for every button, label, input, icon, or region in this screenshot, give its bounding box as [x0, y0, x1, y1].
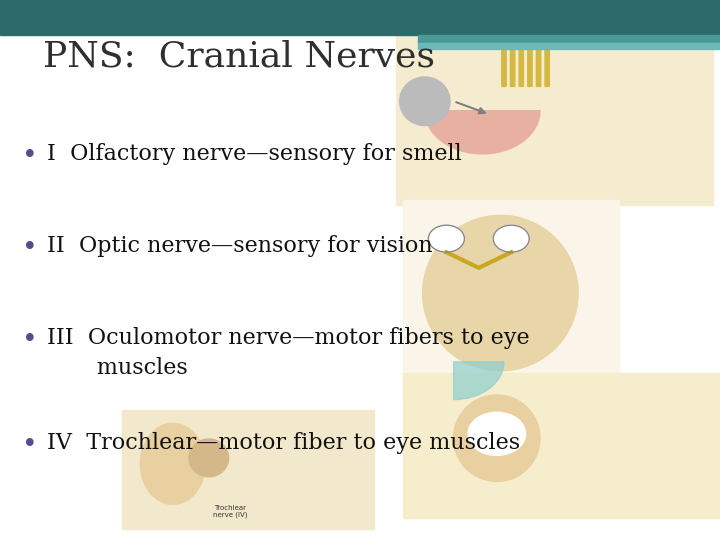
Bar	[403, 373, 720, 518]
FancyArrow shape	[506, 29, 519, 86]
Bar	[0, 0, 720, 35]
Ellipse shape	[454, 395, 540, 482]
Text: III  Oculomotor nerve—motor fibers to eye
       muscles: III Oculomotor nerve—motor fibers to eye…	[47, 327, 529, 379]
Circle shape	[428, 225, 464, 252]
Wedge shape	[425, 111, 540, 154]
FancyArrow shape	[532, 29, 545, 86]
Text: •: •	[22, 432, 37, 458]
Circle shape	[468, 412, 526, 455]
Wedge shape	[454, 362, 504, 400]
FancyArrow shape	[515, 29, 528, 86]
Bar	[403, 200, 619, 394]
Circle shape	[493, 225, 529, 252]
Ellipse shape	[140, 423, 205, 504]
Text: •: •	[22, 235, 37, 261]
FancyArrow shape	[541, 29, 554, 86]
Text: II  Optic nerve—sensory for vision: II Optic nerve—sensory for vision	[47, 235, 433, 257]
FancyArrow shape	[498, 29, 510, 86]
Text: I  Olfactory nerve—sensory for smell: I Olfactory nerve—sensory for smell	[47, 143, 462, 165]
Text: •: •	[22, 327, 37, 353]
Bar	[396, 16, 713, 205]
Ellipse shape	[189, 439, 229, 477]
Ellipse shape	[423, 215, 578, 371]
Bar	[122, 410, 374, 529]
Text: PNS:  Cranial Nerves: PNS: Cranial Nerves	[43, 40, 435, 73]
Bar	[418, 35, 720, 43]
Text: •: •	[22, 143, 37, 169]
Ellipse shape	[400, 77, 450, 126]
FancyArrow shape	[523, 29, 536, 86]
Text: Trochlear
nerve (IV): Trochlear nerve (IV)	[213, 505, 248, 518]
Bar	[418, 43, 720, 49]
Text: IV  Trochlear—motor fiber to eye muscles: IV Trochlear—motor fiber to eye muscles	[47, 432, 520, 454]
